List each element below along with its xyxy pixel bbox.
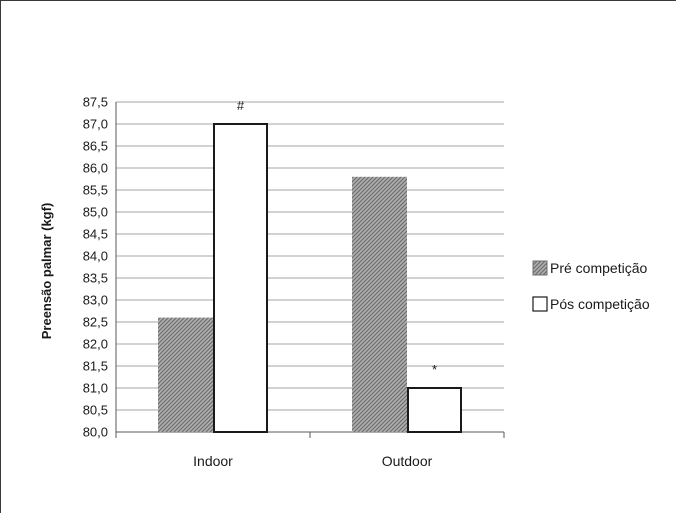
legend-swatch-pos bbox=[532, 296, 548, 312]
legend-label: Pré competição bbox=[550, 260, 647, 276]
y-tick-label: 86,5 bbox=[83, 139, 108, 154]
legend: Pré competição Pós competição bbox=[532, 260, 650, 312]
x-category-label: Indoor bbox=[193, 453, 233, 469]
y-tick-label: 85,5 bbox=[83, 183, 108, 198]
y-tick-label: 82,5 bbox=[83, 315, 108, 330]
annotations: #* bbox=[237, 98, 437, 377]
x-category-label: Outdoor bbox=[382, 453, 433, 469]
bar-pre-indoor bbox=[158, 317, 213, 432]
y-axis-ticks: 80,0 80,5 81,0 81,5 82,0 82,5 83,0 83,5 84,0 84,5… bbox=[83, 95, 108, 440]
y-tick-label: 80,5 bbox=[83, 403, 108, 418]
y-tick-label: 82,0 bbox=[83, 337, 108, 352]
y-tick-label: 87,0 bbox=[83, 117, 108, 132]
bar-pos-indoor bbox=[213, 123, 268, 433]
x-axis-categories: Indoor Outdoor bbox=[193, 453, 432, 469]
significance-mark: # bbox=[237, 98, 245, 113]
y-tick-label: 81,0 bbox=[83, 381, 108, 396]
y-tick-label: 86,0 bbox=[83, 161, 108, 176]
y-tick-label: 81,5 bbox=[83, 359, 108, 374]
y-tick-label: 83,0 bbox=[83, 293, 108, 308]
y-axis-label: Preensão palmar (kgf) bbox=[39, 203, 54, 340]
bar-pos-outdoor bbox=[407, 387, 462, 433]
significance-mark: * bbox=[432, 362, 437, 377]
legend-label: Pós competição bbox=[550, 296, 650, 312]
y-tick-label: 84,0 bbox=[83, 249, 108, 264]
legend-swatch-pre bbox=[532, 260, 548, 276]
bar-pre-outdoor bbox=[352, 176, 407, 432]
bars bbox=[158, 123, 462, 433]
y-tick-label: 83,5 bbox=[83, 271, 108, 286]
y-tick-label: 85,0 bbox=[83, 205, 108, 220]
y-tick-label: 87,5 bbox=[83, 95, 108, 110]
y-tick-label: 80,0 bbox=[83, 425, 108, 440]
y-tick-label: 84,5 bbox=[83, 227, 108, 242]
